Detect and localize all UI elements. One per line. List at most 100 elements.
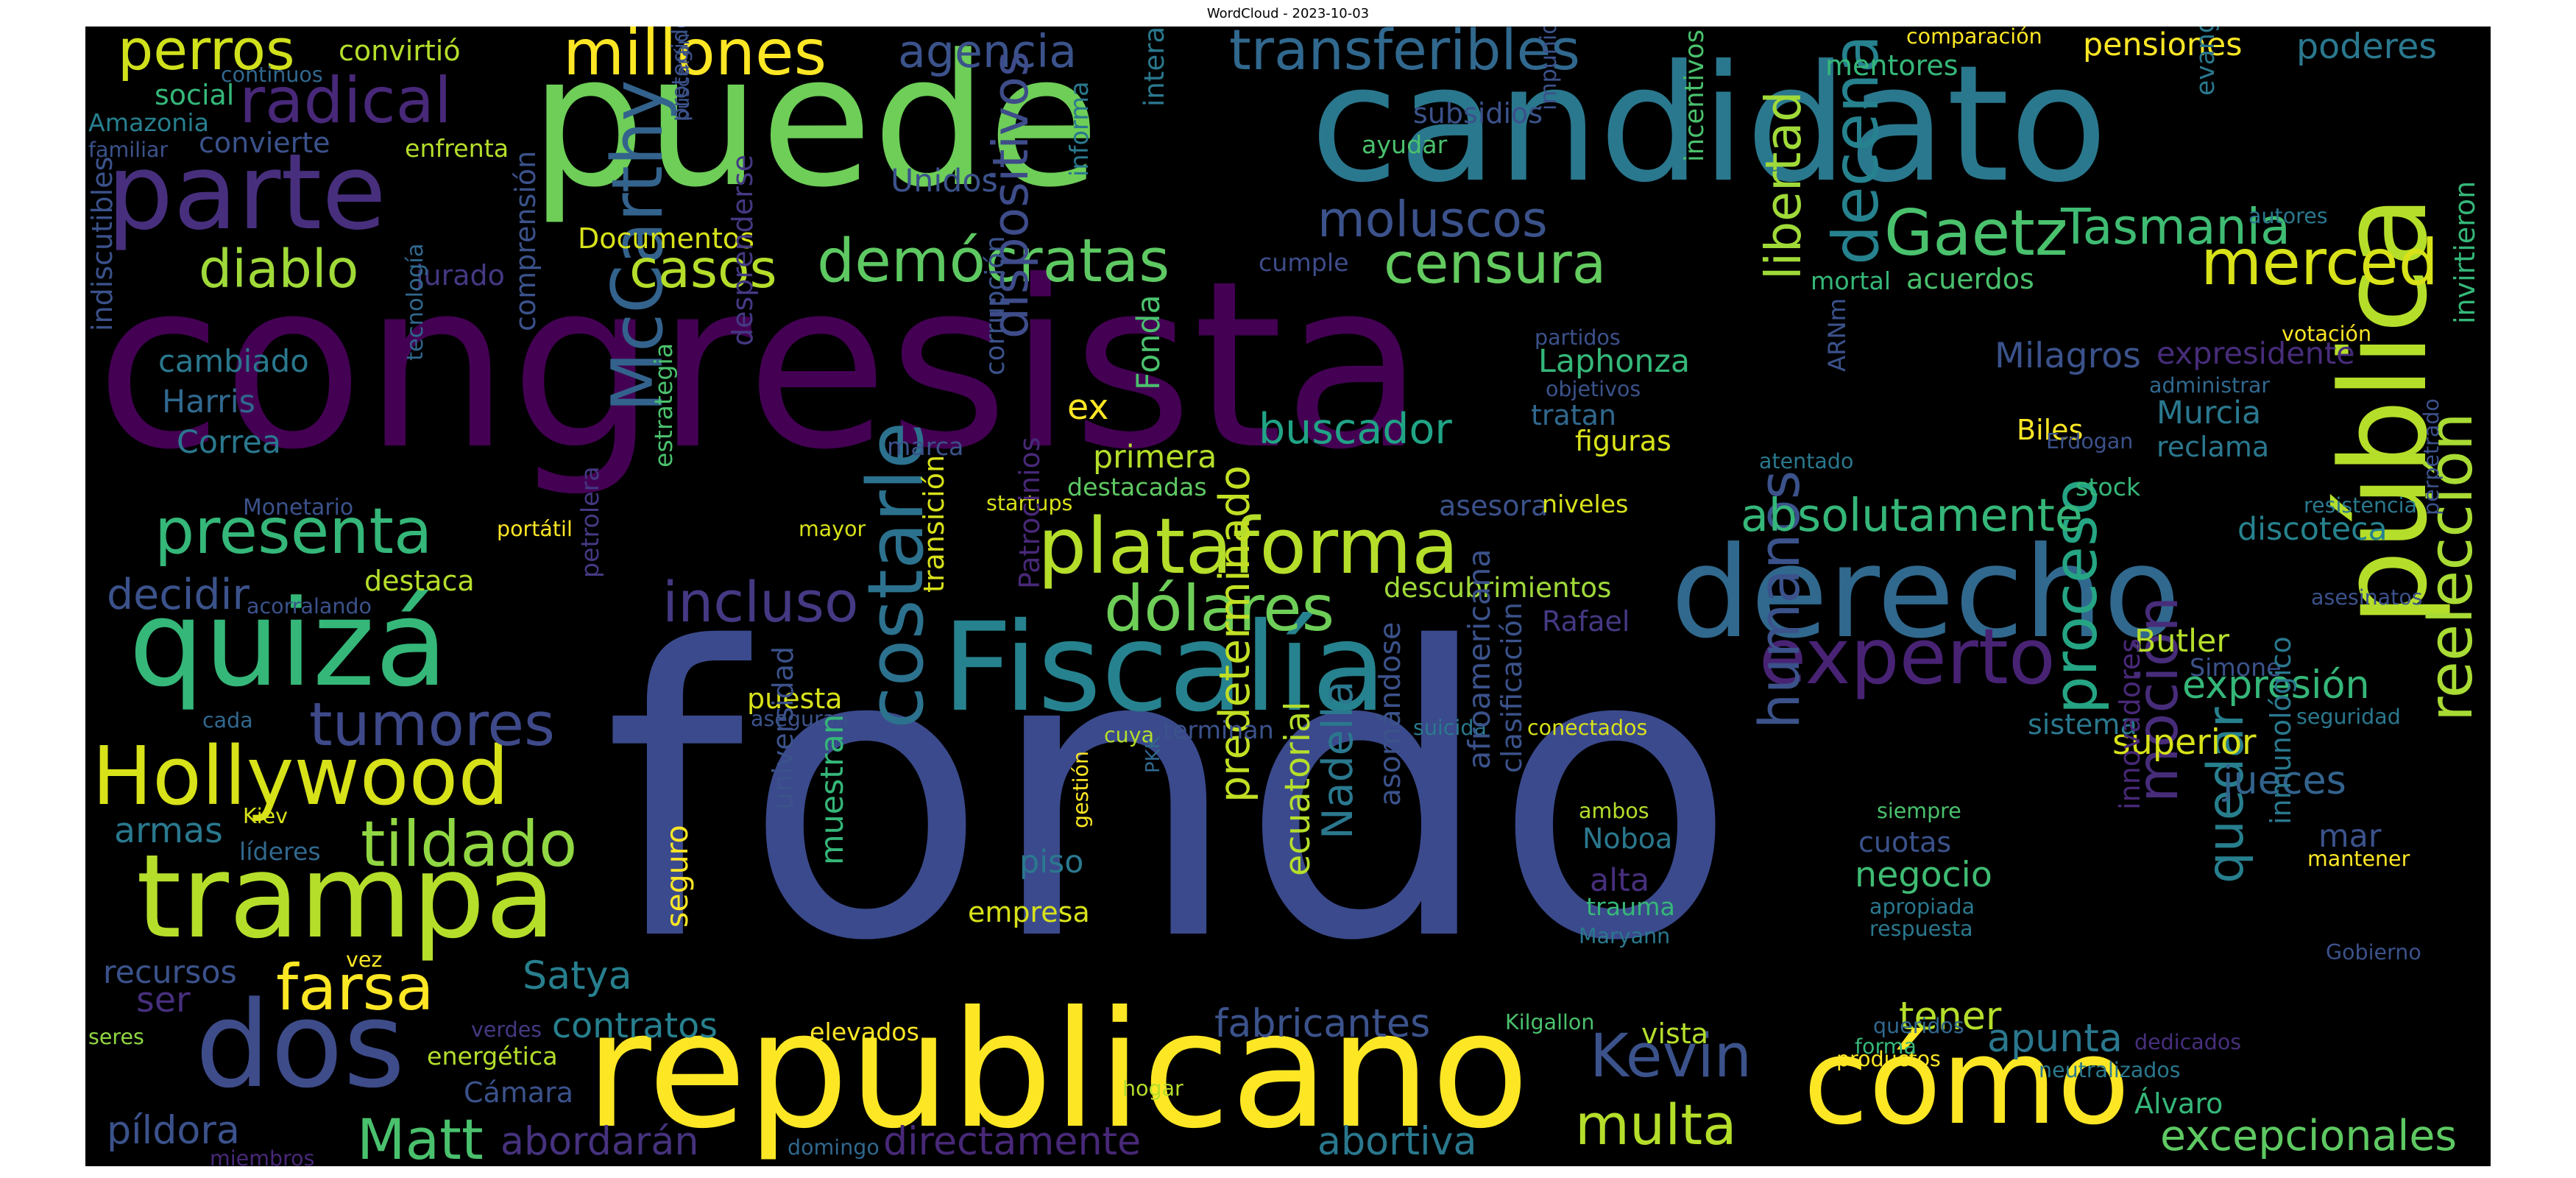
word-erdogan: Erdogan [2046,429,2134,454]
word-censura: censura [1384,230,1607,296]
word-tratan: tratan [1531,399,1617,431]
word-resistencia: resistencia [2304,493,2418,518]
word-enfrenta: enfrenta [405,134,509,163]
word-interactua: interactúa [1139,27,1170,107]
word-energetica: energética [427,1042,558,1071]
word-democratas: demócratas [817,227,1170,296]
word-incentivos: incentivos [1680,29,1710,162]
word-correa: Correa [177,424,281,461]
word-universidad: universidad [767,646,799,810]
word-fondo: fondo [604,563,1738,1028]
word-objetivos: objetivos [1546,377,1641,401]
word-butler: Butler [2134,623,2229,660]
word-pkk: PKK [1142,736,1164,773]
word-directamente: directamente [883,1120,1142,1164]
word-clasificacion: clasificación [1496,602,1528,773]
word-apunta: apunta [1987,1017,2123,1061]
word-protegidos: protegidos [668,27,693,121]
word-convierte: convierte [199,127,330,159]
word-tener: tener [1899,995,2002,1039]
word-monetario: Monetario [243,495,354,521]
word-acorralando: acorralando [247,594,372,618]
word-hollywood: Hollywood [92,730,509,823]
word-predeterminado: predeterminado [1211,465,1259,803]
word-cambiado: cambiado [158,343,309,379]
word-transicion: transición [918,454,950,593]
word-mayor: mayor [799,517,866,541]
word-tumores: tumores [309,691,556,760]
word-laphonza: Laphonza [1538,343,1691,380]
word-neutralizados: neutralizados [2039,1058,2181,1082]
word-comprension: comprensión [509,150,542,331]
word-superior: superior [2112,722,2257,763]
word-administrar: administrar [2149,373,2271,398]
word-libertad: libertad [1755,91,1812,280]
word-candidato: candidato [1310,30,2108,218]
word-continuos: continuos [221,63,323,87]
word-casos: casos [629,239,777,300]
word-agencia: agencia [898,27,1078,78]
word-dolares: dólares [1104,573,1335,646]
word-terminan: terminan [1163,716,1274,744]
word-vista: vista [1641,1017,1709,1050]
word-rafael: Rafael [1542,605,1630,638]
word-kilgallon: Kilgallon [1505,1010,1595,1034]
word-piso: piso [1019,844,1084,881]
word-camara: Cámara [464,1076,574,1109]
word-cumple: cumple [1259,248,1349,277]
word-satya: Satya [523,954,632,998]
word-fabricantes: fabricantes [1214,1002,1431,1046]
word-matt: Matt [357,1107,484,1167]
word-abordaran: abordarán [500,1120,699,1164]
word-seres: seres [88,1025,144,1049]
word-domingo: domingo [788,1135,880,1160]
word-cuotas: cuotas [1858,826,1952,858]
word-decidir: decidir [107,571,250,619]
word-unidos: Unidos [891,163,998,200]
word-subsidios: subsidios [1413,97,1543,130]
word-puede: puede [530,27,1100,228]
word-perros: perros [118,27,295,82]
word-dedicados: dedicados [2134,1030,2242,1054]
word-absolutamente: absolutamente [1741,489,2083,542]
word-millones: millones [563,27,827,90]
word-informa: informa [1065,81,1094,177]
word-seguro: seguro [659,825,695,928]
word-apropiada: apropiada [1869,895,1975,919]
word-nadella: Nadella [1314,680,1362,839]
word-tasmania: Tasmania [2061,198,2290,255]
word-portatil: portátil [497,517,573,541]
word-respuesta: respuesta [1869,917,1973,941]
word-reclama: reclama [2156,431,2270,463]
word-cada: cada [202,708,253,733]
word-simone: Simone [2190,653,2282,682]
chart-title: WordCloud - 2023-10-03 [1206,6,1370,21]
word-maryann: Maryann [1579,924,1671,948]
word-expresidente: expresidente [2156,336,2355,371]
word-invirtieron: invirtieron [2449,180,2481,324]
word-innovadores: innovadores [2114,638,2146,810]
word-partidos: partidos [1535,325,1621,350]
word-seguridad: seguridad [2296,705,2401,729]
word-miembros: miembros [210,1146,315,1166]
word-plataforma: plataforma [1038,501,1459,591]
word-contratos: contratos [552,1006,718,1046]
word-poderes: poderes [2296,27,2438,67]
word-destaca: destaca [364,565,475,597]
word-tecnologia: tecnología [403,243,428,361]
word-sistema: sistema [2028,708,2137,741]
word-forma: forma [1855,1034,1917,1059]
word-conectados: conectados [1527,716,1648,740]
word-abortiva: abortiva [1317,1120,1477,1164]
word-harris: Harris [162,384,255,420]
word-trauma: trauma [1586,892,1675,921]
word-destacadas: destacadas [1067,473,1207,501]
word-experto: experto [1759,612,2056,702]
word-queridos: queridos [1873,1014,1964,1038]
word-dos: dos [195,976,406,1115]
word-afroamericana: afroamericana [1462,549,1497,770]
word-puesta: puesta [747,683,843,715]
word-ayudar: ayudar [1362,130,1448,159]
word-parte: parte [107,131,386,253]
word-startups: startups [986,491,1073,515]
